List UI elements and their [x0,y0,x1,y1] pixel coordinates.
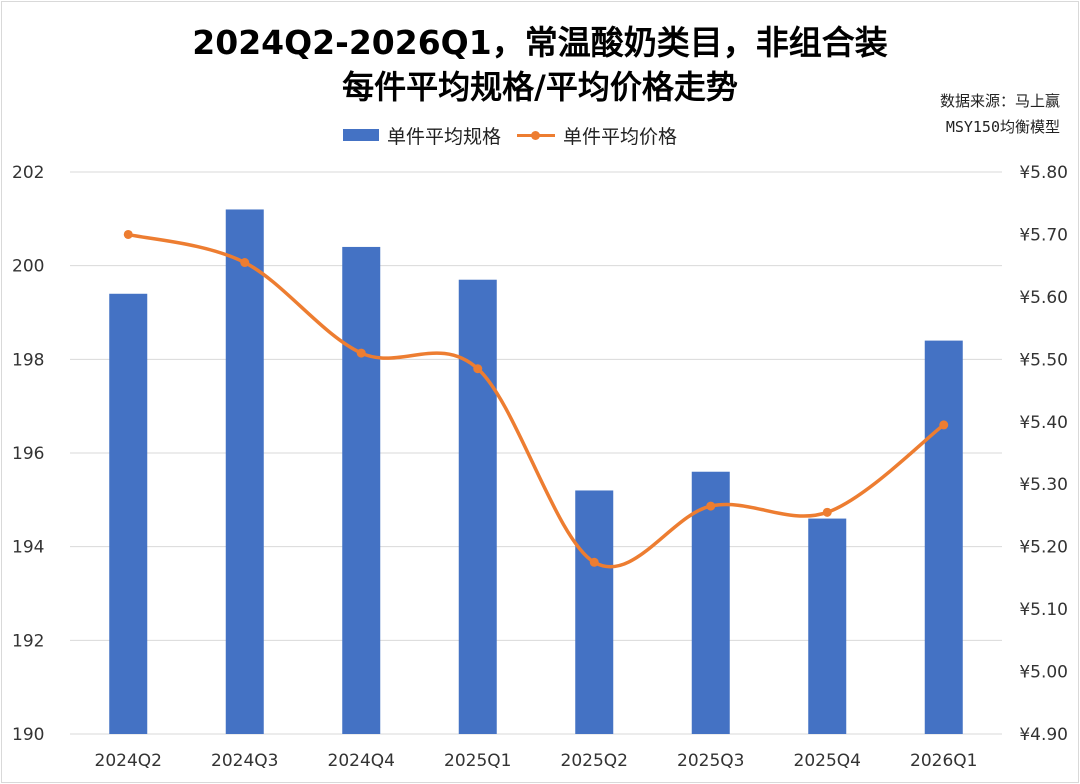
source-model-label: MSY150均衡模型 [945,118,1060,136]
x-tick-label: 2024Q3 [211,751,278,771]
y-right-tick-label: ¥5.80 [1019,163,1068,183]
y-right-tick-label: ¥5.10 [1019,600,1068,620]
price-point [589,557,599,567]
bar [225,209,264,734]
y-left-tick-label: 190 [12,725,44,745]
source-label: 数据来源：马上赢 [939,92,1060,110]
price-line [126,232,946,569]
price-point [706,501,716,511]
bar [109,293,148,734]
x-tick-label: 2026Q1 [910,751,977,771]
x-tick-label: 2024Q4 [328,751,395,771]
legend-bar-label: 单件平均规格 [387,125,502,148]
y-left-tick-label: 192 [12,631,44,651]
y-right-tick-label: ¥5.70 [1019,225,1068,245]
price-point [356,348,366,358]
y-right-tick-label: ¥5.20 [1019,538,1068,558]
chart-legend: 单件平均规格 单件平均价格 [343,122,677,148]
bar [924,340,963,734]
y-left-tick-label: 200 [12,257,44,277]
y-left-tick-label: 198 [12,350,44,370]
y-left-tick-label: 196 [12,444,44,464]
legend-line-label: 单件平均价格 [563,125,678,148]
bar [575,490,614,734]
legend-line-swatch [517,128,556,142]
bar [342,246,381,734]
y-right-tick-label: ¥5.50 [1019,350,1068,370]
x-tick-label: 2024Q2 [95,751,162,771]
price-point [822,507,832,517]
price-point [939,420,949,430]
y-right-tick-label: ¥5.00 [1019,663,1068,683]
x-tick-label: 2025Q2 [561,751,628,771]
y-right-tick-label: ¥4.90 [1019,725,1068,745]
legend-item-bar: 单件平均规格 [343,122,501,149]
price-point [473,364,483,374]
x-tick-label: 2025Q1 [444,751,511,771]
x-tick-label: 2025Q3 [677,751,744,771]
bar [808,518,847,734]
bar [691,471,730,734]
legend-item-line: 单件平均价格 [517,122,677,149]
bar [458,279,497,734]
price-point [240,258,250,268]
price-point [123,229,133,239]
chart-title-line1: 2024Q2-2026Q1，常温酸奶类目，非组合装 [192,23,888,62]
chart-title-line2: 每件平均规格/平均价格走势 [342,68,738,106]
y-right-tick-label: ¥5.30 [1019,475,1068,495]
legend-bar-swatch [343,129,379,141]
y-left-tick-label: 194 [12,538,44,558]
y-left-tick-label: 202 [12,163,44,183]
y-right-tick-label: ¥5.60 [1019,288,1068,308]
y-right-tick-label: ¥5.40 [1019,413,1068,433]
x-tick-label: 2025Q4 [794,751,861,771]
